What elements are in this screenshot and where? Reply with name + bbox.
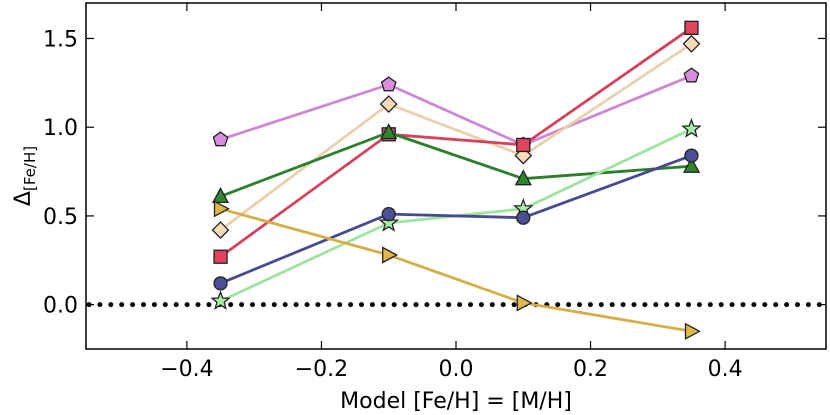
data-point-star bbox=[681, 118, 702, 138]
data-point-diamond bbox=[379, 95, 398, 114]
series-triangle-right bbox=[213, 200, 701, 340]
series-pentagon bbox=[212, 67, 700, 152]
data-point-star bbox=[378, 212, 400, 232]
series-line-square bbox=[219, 26, 693, 258]
data-point-triangle-up bbox=[514, 169, 532, 186]
y-axis-label-sub: [Fe/H] bbox=[21, 146, 39, 191]
data-point-diamond bbox=[211, 221, 230, 240]
data-point-triangle-up bbox=[211, 187, 230, 204]
data-point-triangle-right bbox=[684, 322, 701, 340]
y-axis-label-main: Δ bbox=[11, 191, 36, 206]
series-line-triangle-up bbox=[220, 131, 692, 198]
data-point-triangle-right bbox=[382, 246, 399, 264]
series-triangle-up bbox=[211, 123, 701, 204]
x-axis-label: Model [Fe/H] = [M/H] bbox=[340, 389, 572, 414]
series-diamond bbox=[211, 34, 701, 240]
y-tick-label: 1.5 bbox=[43, 27, 78, 52]
series-layer bbox=[210, 20, 702, 340]
y-axis-label: Δ[Fe/H] bbox=[11, 146, 39, 206]
data-point-circle bbox=[684, 148, 699, 163]
data-point-triangle-right bbox=[516, 294, 533, 312]
data-point-square bbox=[213, 249, 228, 264]
data-point-circle bbox=[516, 210, 531, 225]
x-tick-label: 0.2 bbox=[573, 357, 608, 382]
data-point-triangle-right bbox=[213, 200, 230, 218]
data-point-diamond bbox=[682, 34, 701, 53]
data-point-pentagon bbox=[683, 67, 700, 83]
series-line-circle bbox=[219, 154, 692, 285]
series-line-pentagon bbox=[220, 74, 693, 147]
data-point-triangle-up bbox=[380, 123, 398, 140]
x-tick-label: −0.4 bbox=[160, 357, 213, 382]
x-tick-label: −0.2 bbox=[295, 357, 348, 382]
x-tick-label: 0.0 bbox=[439, 357, 474, 382]
series-line-triangle-right bbox=[220, 207, 692, 333]
data-point-circle bbox=[381, 206, 396, 222]
y-tick-label: 0.0 bbox=[43, 294, 78, 319]
y-tick-label: 1.0 bbox=[43, 116, 78, 141]
data-point-square bbox=[516, 137, 531, 153]
data-point-square bbox=[684, 20, 699, 35]
plot-frame bbox=[85, 2, 827, 350]
data-point-pentagon bbox=[212, 131, 229, 147]
series-circle bbox=[213, 148, 699, 291]
x-tick-label: 0.4 bbox=[708, 357, 743, 382]
data-point-circle bbox=[213, 276, 228, 291]
tick-layer: −0.4 −0.2 0.0 0.2 0.4 0.0 0.5 1.0 1.5 bbox=[43, 3, 826, 382]
y-tick-label: 0.5 bbox=[43, 205, 78, 230]
data-point-triangle-up bbox=[682, 156, 701, 173]
data-point-pentagon bbox=[380, 76, 397, 92]
series-line-diamond bbox=[219, 42, 693, 232]
data-point-star bbox=[210, 290, 231, 310]
